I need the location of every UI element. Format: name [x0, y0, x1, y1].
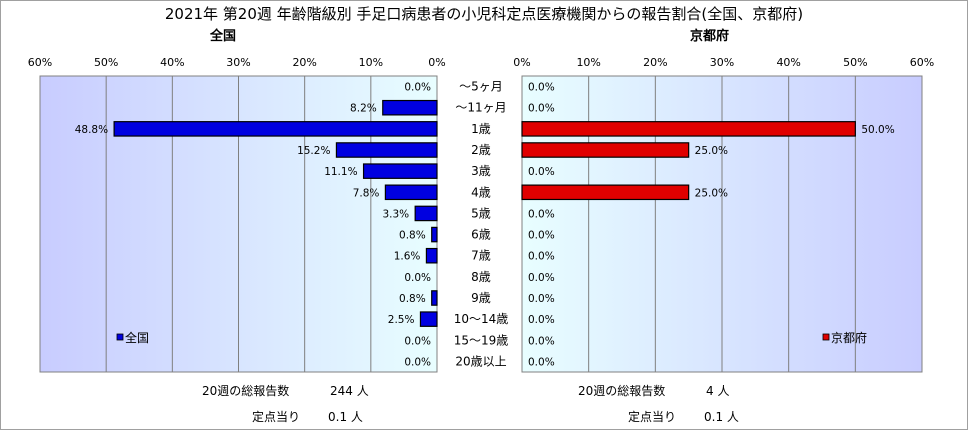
right-data-label: 0.0% — [528, 166, 555, 178]
left-tick-label: 30% — [226, 56, 250, 69]
left-bar — [419, 311, 438, 327]
left-data-label: 0.0% — [404, 272, 431, 284]
right-bar — [521, 142, 690, 158]
right-data-label: 0.0% — [528, 293, 555, 305]
left-bar — [425, 247, 438, 264]
right-tick-label: 20% — [643, 56, 667, 69]
right-tick-label: 0% — [513, 56, 530, 69]
category-label: 3歳 — [471, 164, 491, 178]
left-data-label: 15.2% — [297, 145, 330, 157]
left-total-value: 244 人 — [330, 384, 369, 398]
right-per-label: 定点当り — [628, 410, 677, 424]
left-tick-label: 20% — [292, 56, 316, 69]
right-panel-label: 京都府 — [690, 29, 730, 44]
right-data-label: 25.0% — [695, 187, 728, 199]
right-bar — [521, 121, 856, 137]
right-tick-label: 50% — [843, 56, 867, 69]
category-label: 4歳 — [471, 185, 491, 199]
left-panel-label: 全国 — [210, 29, 237, 44]
left-data-label: 0.0% — [404, 82, 431, 94]
right-data-label: 0.0% — [528, 103, 555, 115]
category-label: 6歳 — [471, 228, 491, 242]
right-tick-label: 10% — [576, 56, 600, 69]
left-per-value: 0.1 人 — [328, 410, 363, 424]
left-data-label: 0.8% — [399, 293, 426, 305]
left-tick-label: 60% — [28, 56, 52, 69]
left-data-label: 0.0% — [404, 356, 431, 368]
right-tick-label: 30% — [710, 56, 734, 69]
category-label: ～5ヶ月 — [459, 80, 503, 94]
category-label: 1歳 — [471, 122, 491, 136]
left-data-label: 48.8% — [75, 124, 108, 136]
left-data-label: 3.3% — [382, 208, 409, 220]
left-data-label: 1.6% — [394, 251, 421, 263]
category-label: ～11ヶ月 — [455, 101, 506, 115]
right-data-label: 0.0% — [528, 230, 555, 242]
left-total-label: 20週の総報告数 — [202, 384, 290, 398]
category-label: 5歳 — [471, 206, 491, 220]
right-data-label: 0.0% — [528, 272, 555, 284]
right-tick-label: 40% — [776, 56, 800, 69]
left-tick-label: 50% — [94, 56, 118, 69]
category-label: 7歳 — [471, 249, 491, 263]
left-bar — [431, 226, 438, 243]
right-total-label: 20週の総報告数 — [578, 384, 666, 398]
left-tick-label: 40% — [160, 56, 184, 69]
category-label: 8歳 — [471, 270, 491, 284]
left-bar — [384, 184, 438, 201]
right-data-label: 0.0% — [528, 314, 555, 326]
left-bar — [382, 99, 438, 116]
right-data-label: 0.0% — [528, 356, 555, 368]
right-tick-label: 60% — [910, 56, 934, 69]
left-data-label: 7.8% — [353, 187, 380, 199]
left-data-label: 8.2% — [350, 103, 377, 115]
right-data-label: 0.0% — [528, 82, 555, 94]
left-data-label: 2.5% — [388, 314, 415, 326]
category-label: 15～19歳 — [454, 333, 509, 347]
legend-swatch-kyoto — [822, 333, 830, 341]
legend-label-kyoto: 京都府 — [831, 330, 867, 345]
left-data-label: 11.1% — [324, 166, 357, 178]
left-data-label: 0.0% — [404, 335, 431, 347]
legend-label-zenkoku: 全国 — [125, 330, 149, 345]
category-label: 9歳 — [471, 291, 491, 305]
left-bar — [362, 163, 438, 179]
left-data-label: 0.8% — [399, 230, 426, 242]
category-label: 2歳 — [471, 143, 491, 157]
left-bar — [113, 121, 438, 137]
left-tick-label: 0% — [428, 56, 445, 69]
right-data-label: 0.0% — [528, 335, 555, 347]
right-per-value: 0.1 人 — [704, 410, 739, 424]
category-label: 10～14歳 — [454, 312, 509, 326]
left-bar — [414, 205, 438, 222]
right-bar — [521, 184, 690, 201]
left-tick-label: 10% — [359, 56, 383, 69]
right-data-label: 25.0% — [695, 145, 728, 157]
left-per-label: 定点当り — [252, 410, 301, 424]
category-label: 20歳以上 — [455, 354, 506, 368]
right-data-label: 50.0% — [861, 124, 894, 136]
legend-swatch-zenkoku — [116, 333, 124, 341]
right-data-label: 0.0% — [528, 251, 555, 263]
right-total-value: 4 人 — [706, 384, 730, 398]
right-data-label: 0.0% — [528, 208, 555, 220]
left-bar — [335, 142, 438, 158]
left-bar — [431, 290, 438, 306]
chart-title: 2021年 第20週 年齢階級別 手足口病患者の小児科定点医療機関からの報告割合… — [164, 5, 804, 23]
